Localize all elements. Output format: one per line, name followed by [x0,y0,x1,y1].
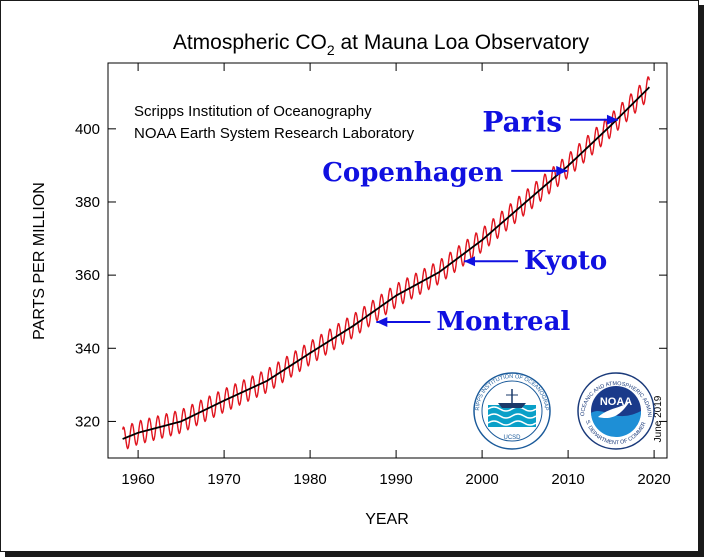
credit-scripps: Scripps Institution of Oceanography [134,103,372,120]
x-tick-label-2000: 2000 [465,471,498,488]
x-tick-label-2020: 2020 [637,471,670,488]
ucsd-text: UCSD [503,435,521,441]
annotation-montreal: Montreal [436,307,570,337]
annotation-layer: Paris Copenhagen Kyoto Montreal [322,106,618,337]
series-monthly-line [121,76,651,450]
arrow-kyoto [464,256,519,267]
x-tick-label-1960: 1960 [121,471,154,488]
y-axis-title: PARTS PER MILLION [31,182,48,340]
scripps-ucsd-logo: SCRIPPS INSTITUTION OF OCEANOGRAPHY UCSD [473,372,551,450]
co2-chart: Atmospheric CO2 at Mauna Loa Observatory… [31,31,671,528]
y-tick-label-320: 320 [75,413,100,430]
x-tick-label-1990: 1990 [379,471,412,488]
noaa-center-text: NOAA [600,396,632,408]
chart-frame: Atmospheric CO2 at Mauna Loa Observatory… [0,0,699,552]
x-axis-title: YEAR [365,511,409,528]
seagull-icon [598,401,630,419]
y-tick-label-340: 340 [75,340,100,357]
arrow-paris [569,114,618,125]
chart-title: Atmospheric CO2 at Mauna Loa Observatory [173,31,590,58]
axis-ticks: 1960 1970 1980 1990 2000 2010 2020 320 340 360 380… [75,63,671,488]
arrow-montreal [376,316,431,327]
y-tick-label-400: 400 [75,121,100,138]
ship-icon [498,403,526,408]
arrow-copenhagen [511,165,568,176]
y-tick-label-360: 360 [75,267,100,284]
annotation-kyoto: Kyoto [524,246,607,276]
credit-noaa: NOAA Earth System Research Laboratory [134,125,415,142]
plot-border [107,62,668,459]
noaa-logo: NATIONAL OCEANIC AND ATMOSPHERIC ADMINIS… [577,372,655,450]
y-tick-label-380: 380 [75,194,100,211]
plot-area: 1960 1970 1980 1990 2000 2010 2020 320 340 360 380… [75,62,671,488]
date-note: June 2019 [653,395,664,442]
annotation-copenhagen: Copenhagen [322,158,503,188]
x-tick-label-1980: 1980 [293,471,326,488]
x-tick-label-2010: 2010 [551,471,584,488]
x-tick-label-1970: 1970 [207,471,240,488]
annotation-paris: Paris [482,106,562,139]
